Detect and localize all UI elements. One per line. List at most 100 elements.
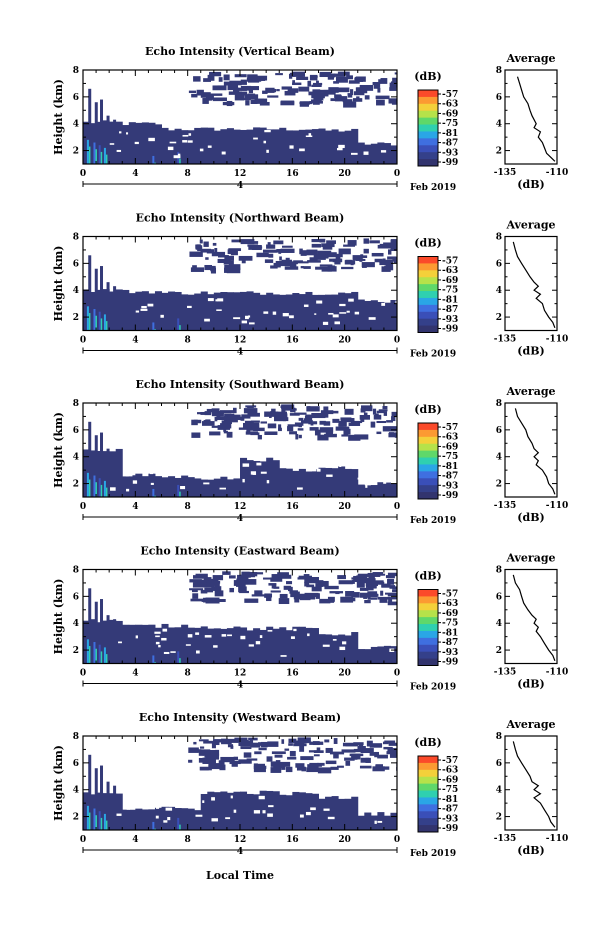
heatmap-cell — [106, 115, 110, 164]
colorbar-swatch — [418, 818, 438, 826]
heatmap-cell — [312, 741, 320, 746]
heatmap-gap — [299, 148, 305, 152]
heatmap-cell — [267, 741, 279, 747]
heatmap-gap — [110, 487, 116, 491]
heatmap-cell — [174, 627, 182, 664]
heatmap-gap — [135, 310, 140, 313]
heatmap-gap — [303, 304, 309, 307]
heatmap-cell — [351, 469, 359, 497]
heatmap-cell — [86, 139, 89, 164]
heatmap-cell — [122, 289, 130, 331]
colorbar-swatch — [418, 651, 438, 660]
heatmap-cell — [109, 451, 117, 497]
heatmap-cell — [100, 651, 103, 664]
heatmap-cell — [188, 747, 199, 753]
heatmap-gap — [263, 311, 269, 314]
heatmap-gap — [154, 631, 161, 634]
heatmap-cell — [148, 624, 156, 664]
heatmap-gap — [316, 468, 321, 472]
panel-3: Echo Intensity (Eastward Beam) Height (km… — [52, 545, 568, 693]
heatmap-cell — [271, 583, 277, 589]
heatmap-cell — [100, 765, 104, 830]
y-tick-label: 8 — [73, 732, 79, 742]
x-tick-label: 12 — [234, 835, 247, 845]
heatmap-cell — [88, 812, 91, 830]
heatmap-cell — [364, 95, 370, 100]
heatmap-cell — [83, 121, 91, 164]
heatmap-cell — [271, 574, 279, 579]
heatmap-cell — [370, 646, 378, 664]
heatmap-cell — [262, 249, 277, 253]
heatmap-cell — [245, 100, 250, 106]
colorbar-swatch — [418, 797, 438, 805]
y-tick-label: 6 — [73, 426, 79, 436]
heatmap-cell — [287, 756, 297, 760]
profile-title: Average — [505, 718, 555, 731]
heatmap-cell — [325, 760, 337, 765]
heatmap-cell — [240, 239, 255, 245]
profile-frame — [504, 735, 558, 831]
heatmap-cell — [238, 586, 247, 593]
heatmap-cell — [179, 491, 181, 497]
y-tick-label: 4 — [73, 786, 79, 796]
heatmap-cell — [249, 740, 254, 744]
heatmap-cell — [303, 101, 310, 105]
profile-y-tick-label: 4 — [496, 453, 502, 463]
heatmap-cell — [354, 434, 369, 440]
heatmap-cell — [318, 798, 326, 830]
heatmap-cell — [228, 91, 242, 95]
heatmap-cell — [376, 431, 382, 435]
heatmap-gap — [255, 641, 261, 645]
heatmap-cell — [230, 414, 241, 421]
heatmap-cell — [321, 243, 335, 248]
heatmap-cell — [253, 628, 261, 664]
colorbar-tick-label: -81 — [442, 795, 458, 805]
heatmap-cell — [320, 410, 334, 415]
profile-y-tick-label: 4 — [496, 786, 502, 796]
heatmap-gap — [352, 464, 357, 467]
heatmap-cell — [188, 90, 197, 94]
heatmap-cell — [202, 758, 216, 764]
colorbar-tick-label: -93 — [442, 814, 458, 824]
heatmap-cell — [226, 292, 234, 331]
heatmap-gap — [240, 635, 246, 640]
heatmap-gap — [339, 646, 346, 651]
heatmap-gap — [150, 482, 154, 485]
heatmap-gap — [118, 641, 122, 644]
heatmap-cell — [200, 127, 208, 164]
heatmap-cell — [222, 571, 231, 575]
heatmap-cell — [358, 743, 364, 748]
heatmap-gap — [301, 462, 305, 465]
colorbar-tick-label: -99 — [442, 658, 458, 668]
y-tick-label: 4 — [73, 286, 79, 296]
heatmap-cell — [241, 414, 251, 419]
heatmap-cell — [298, 294, 306, 331]
heatmap-cell — [311, 412, 326, 419]
heatmap-cell — [386, 420, 393, 423]
heatmap-cell — [387, 256, 397, 260]
colorbar-swatch — [418, 436, 438, 445]
heatmap-cell — [296, 76, 309, 80]
heatmap-gap — [316, 300, 323, 304]
heatmap-gap — [153, 797, 156, 800]
heatmap-cell — [298, 417, 304, 421]
day-label: 4 — [237, 348, 243, 358]
heatmap-cell — [113, 785, 117, 830]
heatmap-gap — [177, 153, 181, 156]
heatmap-cell — [382, 406, 388, 410]
heatmap-cell — [331, 468, 339, 497]
heatmap-cell — [192, 593, 199, 599]
heatmap-gap — [203, 482, 210, 485]
heatmap-cell — [390, 246, 397, 252]
heatmap-cell — [194, 810, 202, 830]
heatmap-gap — [155, 635, 160, 638]
colorbar-tick-label: -87 — [442, 638, 458, 648]
x-tick-label: 8 — [185, 169, 191, 179]
heatmap-cell — [190, 598, 205, 602]
heatmap-cell — [313, 96, 324, 101]
heatmap-cell — [309, 74, 318, 81]
heatmap-cell — [196, 89, 204, 96]
heatmap-cell — [226, 792, 234, 830]
profile-xlabel: (dB) — [517, 511, 544, 524]
heatmap-cell — [311, 239, 323, 243]
